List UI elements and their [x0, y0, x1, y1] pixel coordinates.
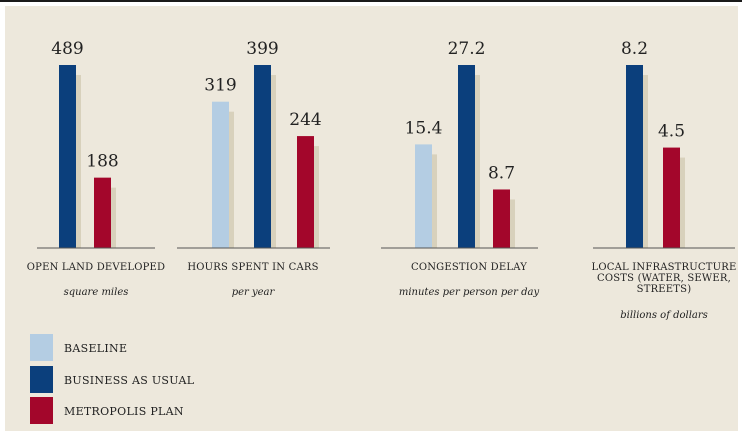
panel-3: 15.4 27.2 8.7 CONGESTION DELAY minutes per p… — [381, 39, 539, 298]
bar-business-as-usual — [458, 65, 475, 248]
legend-swatch — [30, 334, 53, 361]
value-label: 188 — [86, 152, 118, 172]
value-label: 4.5 — [658, 122, 685, 142]
bar-baseline — [415, 144, 432, 248]
top-rule — [0, 0, 742, 2]
bar-business-as-usual — [59, 65, 76, 248]
bar-metropolis-plan — [663, 147, 680, 248]
value-label: 319 — [204, 76, 236, 96]
legend-swatch — [30, 397, 53, 424]
category-label: COSTS (WATER, SEWER, — [597, 273, 731, 284]
category-label: HOURS SPENT IN CARS — [187, 262, 318, 273]
category-label: OPEN LAND DEVELOPED — [27, 262, 166, 273]
legend-label: METROPOLIS PLAN — [64, 405, 184, 418]
chart-background — [5, 6, 738, 431]
value-label: 27.2 — [448, 39, 486, 59]
panel-1: 489 188 OPEN LAND DEVELOPED square miles — [27, 39, 166, 298]
bar-metropolis-plan — [493, 189, 510, 248]
value-label: 399 — [246, 39, 278, 59]
value-label: 244 — [289, 110, 321, 130]
legend-label: BASELINE — [64, 342, 127, 355]
bar-business-as-usual — [626, 65, 643, 248]
value-label: 489 — [51, 39, 83, 59]
unit-label: square miles — [64, 287, 129, 298]
category-label: LOCAL INFRASTRUCTURE — [592, 262, 737, 273]
bar-baseline — [212, 101, 229, 248]
panel-2: 319 399 244 HOURS SPENT IN CARS per year — [177, 39, 330, 298]
legend: BASELINE BUSINESS AS USUAL METROPOLIS PLAN — [30, 334, 195, 424]
category-label: STREETS) — [637, 284, 692, 295]
bar-business-as-usual — [254, 65, 271, 248]
legend-swatch — [30, 366, 53, 393]
value-label: 8.7 — [488, 163, 515, 183]
value-label: 15.4 — [405, 118, 443, 138]
unit-label: per year — [232, 287, 276, 298]
unit-label: minutes per person per day — [399, 287, 540, 298]
legend-label: BUSINESS AS USUAL — [64, 374, 195, 387]
value-label: 8.2 — [621, 39, 648, 59]
unit-label: billions of dollars — [620, 310, 708, 321]
category-label: CONGESTION DELAY — [411, 262, 527, 273]
bar-metropolis-plan — [94, 177, 111, 248]
bar-metropolis-plan — [297, 136, 314, 248]
